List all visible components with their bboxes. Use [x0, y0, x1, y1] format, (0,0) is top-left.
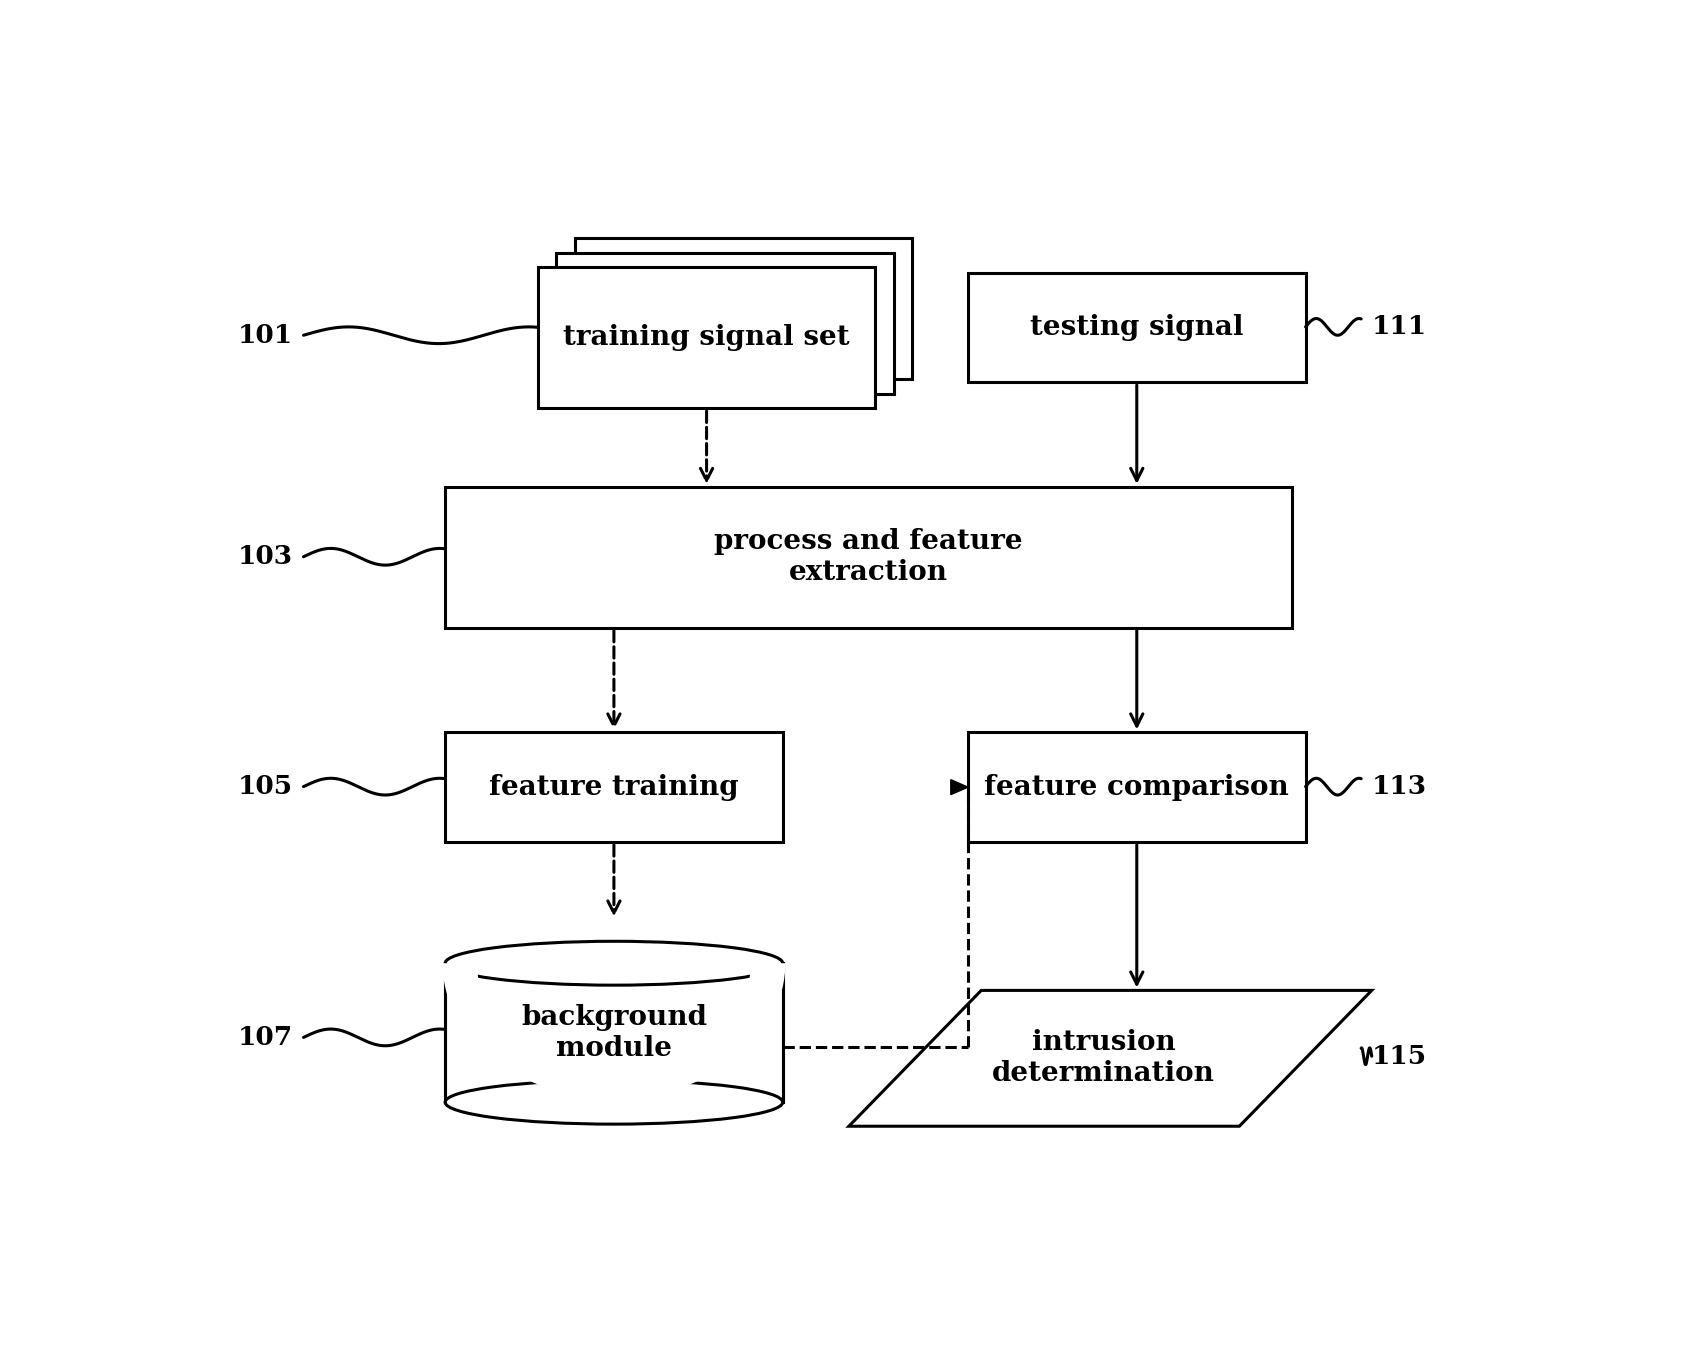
Text: 107: 107 — [237, 1025, 294, 1050]
Text: background
module: background module — [521, 1004, 707, 1061]
Ellipse shape — [446, 942, 782, 985]
FancyBboxPatch shape — [556, 252, 893, 394]
FancyBboxPatch shape — [968, 733, 1304, 841]
Text: 101: 101 — [237, 323, 294, 347]
Polygon shape — [848, 991, 1371, 1126]
Polygon shape — [951, 780, 968, 795]
Ellipse shape — [446, 1080, 782, 1124]
Text: feature comparison: feature comparison — [983, 773, 1289, 801]
Text: testing signal: testing signal — [1029, 313, 1243, 341]
Text: 103: 103 — [237, 544, 294, 570]
FancyBboxPatch shape — [446, 487, 1292, 628]
Text: 115: 115 — [1371, 1044, 1425, 1069]
Text: feature training: feature training — [488, 773, 739, 801]
Text: 105: 105 — [237, 773, 294, 799]
Text: process and feature
extraction: process and feature extraction — [714, 528, 1022, 586]
FancyBboxPatch shape — [446, 733, 782, 841]
Text: training signal set: training signal set — [563, 324, 850, 351]
Wedge shape — [442, 963, 785, 1099]
Text: intrusion
determination: intrusion determination — [992, 1029, 1214, 1087]
Text: 113: 113 — [1371, 773, 1425, 799]
Text: 111: 111 — [1371, 315, 1425, 339]
FancyBboxPatch shape — [446, 963, 782, 1102]
FancyBboxPatch shape — [968, 273, 1304, 383]
FancyBboxPatch shape — [538, 267, 876, 408]
FancyBboxPatch shape — [575, 237, 912, 379]
